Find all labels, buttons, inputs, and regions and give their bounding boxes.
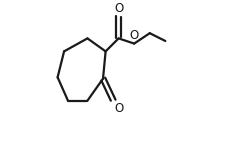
Text: O: O xyxy=(114,102,123,115)
Text: O: O xyxy=(113,2,123,15)
Text: O: O xyxy=(129,29,138,42)
